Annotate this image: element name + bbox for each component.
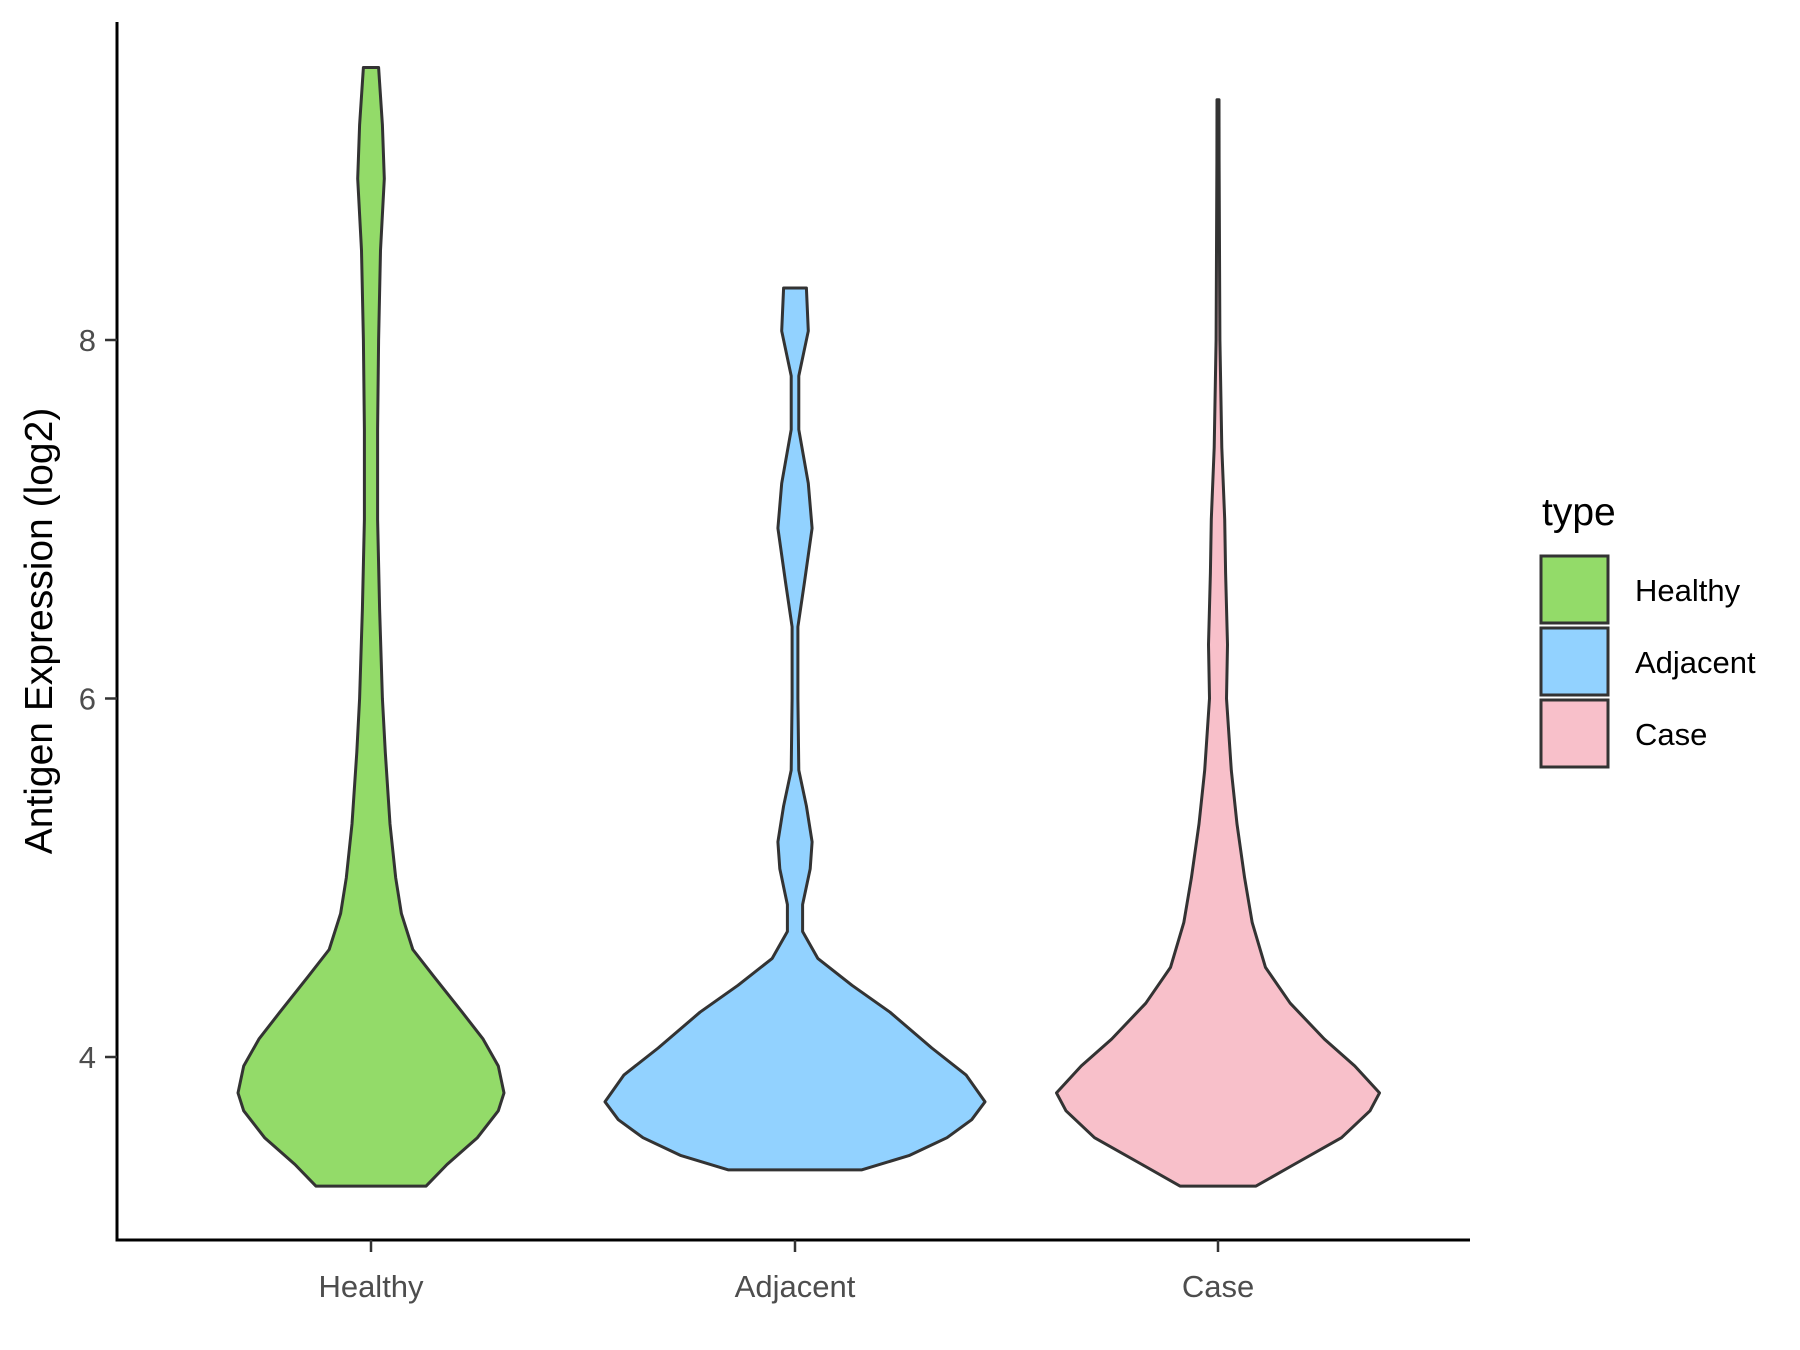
x-ticks: Healthy Adjacent Case bbox=[318, 1240, 1254, 1304]
legend-title: type bbox=[1542, 491, 1616, 534]
y-axis-title: Antigen Expression (log2) bbox=[18, 408, 61, 855]
legend: type Healthy Adjacent Case bbox=[1539, 491, 1756, 769]
legend-label-healthy: Healthy bbox=[1635, 573, 1741, 608]
x-tick-label-adjacent: Adjacent bbox=[735, 1269, 856, 1304]
violin-adjacent bbox=[603, 286, 987, 1172]
y-tick-label: 6 bbox=[79, 682, 96, 717]
y-ticks: 4 6 8 bbox=[79, 323, 117, 1075]
violin-case bbox=[1055, 98, 1381, 1188]
legend-label-adjacent: Adjacent bbox=[1635, 645, 1756, 680]
x-tick-label-healthy: Healthy bbox=[318, 1269, 424, 1304]
violin-healthy bbox=[236, 66, 506, 1188]
violins-layer bbox=[236, 66, 1381, 1188]
legend-key-case bbox=[1539, 698, 1610, 769]
legend-key-adjacent bbox=[1539, 626, 1610, 697]
x-tick-label-case: Case bbox=[1182, 1269, 1254, 1304]
legend-label-case: Case bbox=[1635, 717, 1707, 752]
y-tick-label: 8 bbox=[79, 323, 96, 358]
legend-key-healthy bbox=[1539, 554, 1610, 625]
y-tick-label: 4 bbox=[79, 1040, 96, 1075]
